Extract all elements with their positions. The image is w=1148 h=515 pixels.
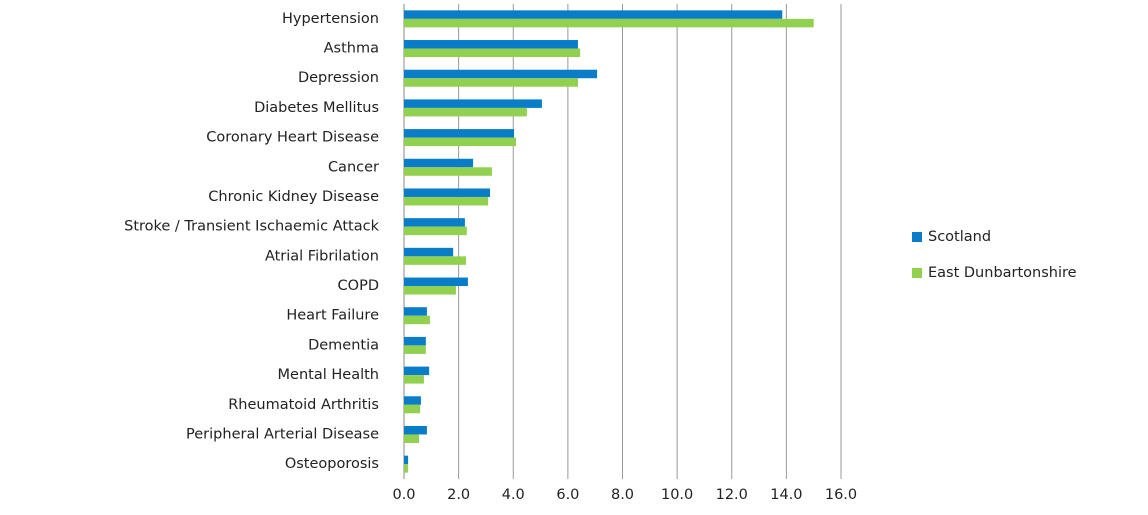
- y-tick-label: Coronary Heart Disease: [206, 130, 379, 146]
- bar: [404, 345, 426, 354]
- x-tick-label: 8.0: [611, 487, 634, 503]
- x-tick-label: 6.0: [556, 487, 579, 503]
- x-tick-label: 12.0: [716, 487, 748, 503]
- bar: [404, 107, 527, 117]
- y-tick-label: Hypertension: [282, 11, 379, 27]
- bar: [404, 434, 420, 443]
- bar: [404, 315, 430, 325]
- bar: [404, 226, 467, 236]
- bar: [404, 40, 578, 49]
- y-tick-label: Depression: [298, 70, 379, 86]
- bar: [404, 256, 466, 265]
- y-tick-label: Diabetes Mellitus: [254, 100, 379, 116]
- bar: [404, 336, 426, 346]
- legend-label: East Dunbartonshire: [928, 265, 1077, 281]
- y-tick-label: Stroke / Transient Ischaemic Attack: [124, 219, 379, 235]
- bar: [404, 464, 409, 473]
- y-tick-label: Osteoporosis: [285, 456, 379, 472]
- bar: [404, 99, 542, 108]
- x-tick-label: 4.0: [502, 487, 525, 503]
- x-tick-label: 16.0: [825, 487, 857, 503]
- bar: [404, 69, 598, 79]
- bar: [404, 366, 430, 376]
- bar: [404, 48, 581, 58]
- bar: [404, 286, 456, 295]
- x-tick-label: 0.0: [392, 487, 415, 503]
- bar: [404, 277, 468, 287]
- bar: [404, 404, 421, 414]
- bar: [404, 196, 489, 206]
- bar: [404, 18, 814, 28]
- bar: [404, 137, 516, 147]
- bar: [404, 307, 427, 316]
- bar: [404, 247, 454, 257]
- y-tick-label: Chronic Kidney Disease: [208, 189, 379, 205]
- bar: [404, 129, 515, 138]
- y-tick-label: Heart Failure: [286, 308, 379, 324]
- y-tick-label: Atrial Fibrilation: [265, 248, 379, 264]
- legend-swatch: [912, 232, 922, 242]
- bar: [404, 455, 409, 465]
- legend-label: Scotland: [928, 229, 991, 245]
- x-tick-label: 14.0: [770, 487, 802, 503]
- y-tick-label: COPD: [338, 278, 379, 294]
- bar: [404, 425, 427, 435]
- y-tick-label: Dementia: [308, 337, 379, 353]
- bar: [404, 167, 492, 176]
- bar: [404, 396, 421, 405]
- x-tick-label: 10.0: [661, 487, 693, 503]
- y-tick-label: Asthma: [324, 41, 379, 57]
- y-tick-label: Peripheral Arterial Disease: [186, 426, 379, 442]
- legend-swatch: [912, 268, 922, 278]
- bar: [404, 10, 783, 19]
- bar: [404, 188, 491, 197]
- y-tick-label: Rheumatoid Arthritis: [228, 397, 379, 413]
- y-tick-label: Cancer: [328, 159, 379, 175]
- x-tick-label: 2.0: [447, 487, 470, 503]
- y-tick-label: Mental Health: [278, 367, 379, 383]
- bar: [404, 158, 474, 168]
- bar: [404, 78, 578, 87]
- bar: [404, 375, 424, 384]
- bar: [404, 218, 465, 227]
